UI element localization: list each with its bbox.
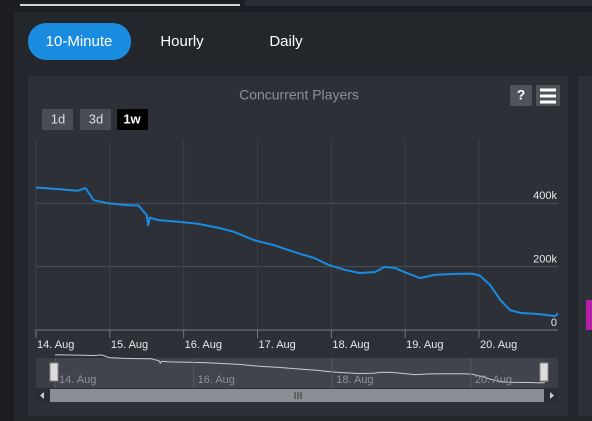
range-button-bg[interactable] xyxy=(42,109,73,130)
x-tick-label: 15. Aug xyxy=(111,339,148,351)
x-tick-label: 20. Aug xyxy=(480,339,517,351)
navigator-tick-label: 20. Aug xyxy=(475,374,512,386)
navigator-tick-label: 16. Aug xyxy=(198,374,235,386)
navigator-tick-label: 14. Aug xyxy=(59,374,96,386)
tab-active-bg[interactable] xyxy=(28,23,131,60)
y-tick-label: 0 xyxy=(551,317,557,329)
range-button-bg[interactable] xyxy=(80,109,111,130)
y-tick-label: 200k xyxy=(533,254,557,266)
range-button[interactable]: 1d xyxy=(51,111,65,126)
x-tick-label: 19. Aug xyxy=(406,339,443,351)
x-tick-label: 16. Aug xyxy=(185,339,222,351)
range-button-bg-active[interactable] xyxy=(117,109,148,130)
scroll-left[interactable] xyxy=(40,392,44,399)
navigator-handle[interactable] xyxy=(49,362,59,382)
scroll-right[interactable] xyxy=(550,392,554,399)
help-button[interactable] xyxy=(510,85,532,106)
range-button[interactable]: 1w xyxy=(123,111,141,126)
tab[interactable]: Hourly xyxy=(160,33,204,50)
y-tick-label: 400k xyxy=(533,190,557,202)
menu-icon[interactable] xyxy=(540,88,556,104)
scrollbar-grip[interactable] xyxy=(294,392,302,399)
range-button[interactable]: 3d xyxy=(89,111,103,126)
navigator-selection[interactable] xyxy=(55,358,545,388)
chart-title: Concurrent Players xyxy=(239,87,359,103)
top-indicator xyxy=(20,4,240,6)
x-tick-label: 18. Aug xyxy=(332,339,369,351)
tab[interactable]: 10-Minute xyxy=(46,33,113,50)
x-tick-label: 14. Aug xyxy=(37,339,74,351)
x-tick-label: 17. Aug xyxy=(258,339,295,351)
top-strip xyxy=(245,0,592,6)
side-panel xyxy=(578,76,592,416)
help-label[interactable]: ? xyxy=(517,87,526,103)
series-line xyxy=(35,186,559,318)
navigator-line xyxy=(54,354,546,384)
scrollbar-thumb[interactable] xyxy=(50,389,544,402)
tab[interactable]: Daily xyxy=(269,33,303,50)
navigator-tick-label: 18. Aug xyxy=(336,374,373,386)
navigator-handle[interactable] xyxy=(539,362,549,382)
side-panel-mark xyxy=(586,300,592,330)
